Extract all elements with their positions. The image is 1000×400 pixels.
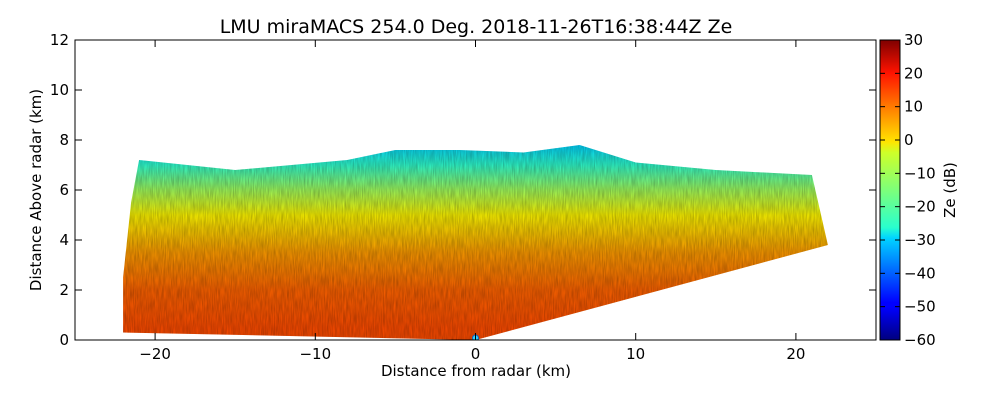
- colorbar-tick-label: −40: [904, 264, 936, 282]
- colorbar-tick-label: −10: [904, 164, 936, 182]
- colorbar-tick-label: −30: [904, 231, 936, 249]
- y-tick-label: 2: [59, 281, 69, 299]
- x-tick-label: 20: [786, 345, 805, 363]
- colorbar-tick-label: 30: [904, 31, 923, 49]
- x-axis: −20 −10 0 10 20: [139, 40, 805, 363]
- plot-area: [123, 145, 828, 340]
- colorbar: [879, 39, 901, 341]
- y-tick-label: 12: [50, 31, 69, 49]
- y-tick-label: 8: [59, 131, 69, 149]
- x-tick-label: 10: [626, 345, 645, 363]
- colorbar-label: Ze (dB): [941, 162, 959, 218]
- reflectivity-texture: [123, 145, 828, 340]
- y-axis: 0 2 4 6 8 10 12: [50, 31, 876, 349]
- x-tick-label: −10: [299, 345, 331, 363]
- colorbar-tick-label: −50: [904, 298, 936, 316]
- colorbar-tick-label: −20: [904, 198, 936, 216]
- y-tick-label: 0: [59, 331, 69, 349]
- y-tick-label: 10: [50, 81, 69, 99]
- colorbar-tick-label: 10: [904, 98, 923, 116]
- colorbar-ticks: 30 20 10 0 −10 −20 −30 −40 −50 −60: [880, 31, 936, 349]
- colorbar-tick-label: 0: [904, 131, 914, 149]
- colorbar-tick-label: 20: [904, 64, 923, 82]
- y-tick-label: 6: [59, 181, 69, 199]
- x-tick-label: −20: [139, 345, 171, 363]
- y-tick-label: 4: [59, 231, 69, 249]
- y-axis-label: Distance Above radar (km): [27, 89, 45, 291]
- x-axis-label: Distance from radar (km): [381, 362, 571, 380]
- x-tick-label: 0: [471, 345, 481, 363]
- chart-title: LMU miraMACS 254.0 Deg. 2018-11-26T16:38…: [220, 16, 733, 38]
- colorbar-tick-label: −60: [904, 331, 936, 349]
